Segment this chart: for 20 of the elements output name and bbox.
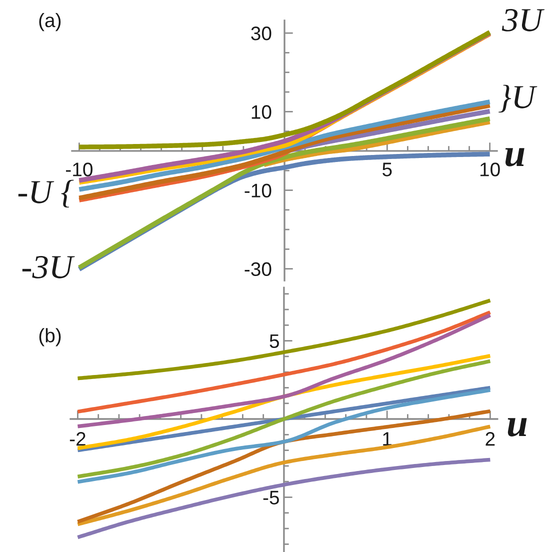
x-tick-label: -2 xyxy=(70,432,86,446)
annotation: -3U xyxy=(22,256,75,278)
x-tick-label: 2 xyxy=(486,432,495,446)
y-tick-label: 30 xyxy=(251,26,272,40)
x-tick-label: 1 xyxy=(383,432,392,446)
x-axis-title: u xyxy=(505,148,524,166)
annotation: -U { xyxy=(18,180,74,208)
y-tick-label: -10 xyxy=(244,184,272,198)
y-tick-label: -30 xyxy=(244,262,272,276)
text: }U xyxy=(498,84,538,112)
x-tick-label: 10 xyxy=(480,162,500,176)
y-tick-label: 10 xyxy=(252,105,272,119)
text: 3U xyxy=(502,8,545,32)
y-tick-label: 5 xyxy=(270,334,279,348)
x-tick-label: 5 xyxy=(382,162,392,176)
x-tick-label: -10 xyxy=(66,162,92,176)
chart-title: (a) xyxy=(39,12,61,32)
y-tick-label: -5 xyxy=(263,490,279,504)
text: (b) xyxy=(39,328,61,346)
x-axis-title: u xyxy=(508,418,527,436)
